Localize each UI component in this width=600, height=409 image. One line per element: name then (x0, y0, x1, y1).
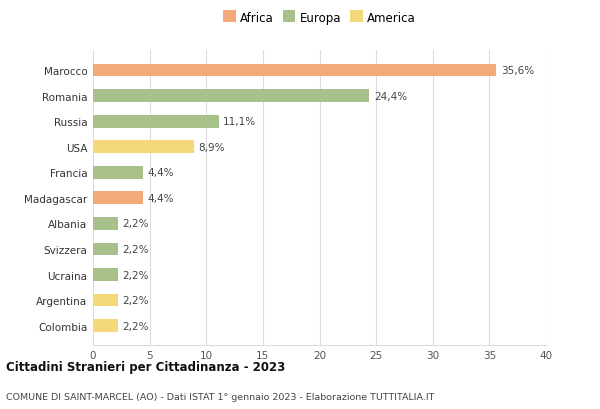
Text: 2,2%: 2,2% (122, 219, 149, 229)
Text: 4,4%: 4,4% (148, 193, 174, 203)
Text: 2,2%: 2,2% (122, 295, 149, 306)
Text: 2,2%: 2,2% (122, 270, 149, 280)
Bar (93, 141, 194, 154)
Text: COMUNE DI SAINT-MARCEL (AO) - Dati ISTAT 1° gennaio 2023 - Elaborazione TUTTITAL: COMUNE DI SAINT-MARCEL (AO) - Dati ISTAT… (6, 392, 434, 401)
Text: Cittadini Stranieri per Cittadinanza - 2023: Cittadini Stranieri per Cittadinanza - 2… (6, 360, 285, 373)
Bar (93, 243, 118, 256)
Text: 8,9%: 8,9% (199, 142, 225, 153)
Text: 4,4%: 4,4% (148, 168, 174, 178)
Bar (93, 115, 219, 128)
Text: 24,4%: 24,4% (374, 91, 407, 101)
Bar (93, 192, 143, 205)
Text: 11,1%: 11,1% (223, 117, 256, 127)
Legend: Africa, Europa, America: Africa, Europa, America (221, 10, 418, 27)
Text: 35,6%: 35,6% (501, 66, 534, 76)
Bar (93, 319, 118, 332)
Text: 2,2%: 2,2% (122, 321, 149, 331)
Bar (93, 294, 118, 307)
Text: 2,2%: 2,2% (122, 244, 149, 254)
Bar (93, 268, 118, 281)
Bar (93, 65, 496, 77)
Bar (93, 90, 370, 103)
Bar (93, 166, 143, 179)
Bar (93, 218, 118, 230)
